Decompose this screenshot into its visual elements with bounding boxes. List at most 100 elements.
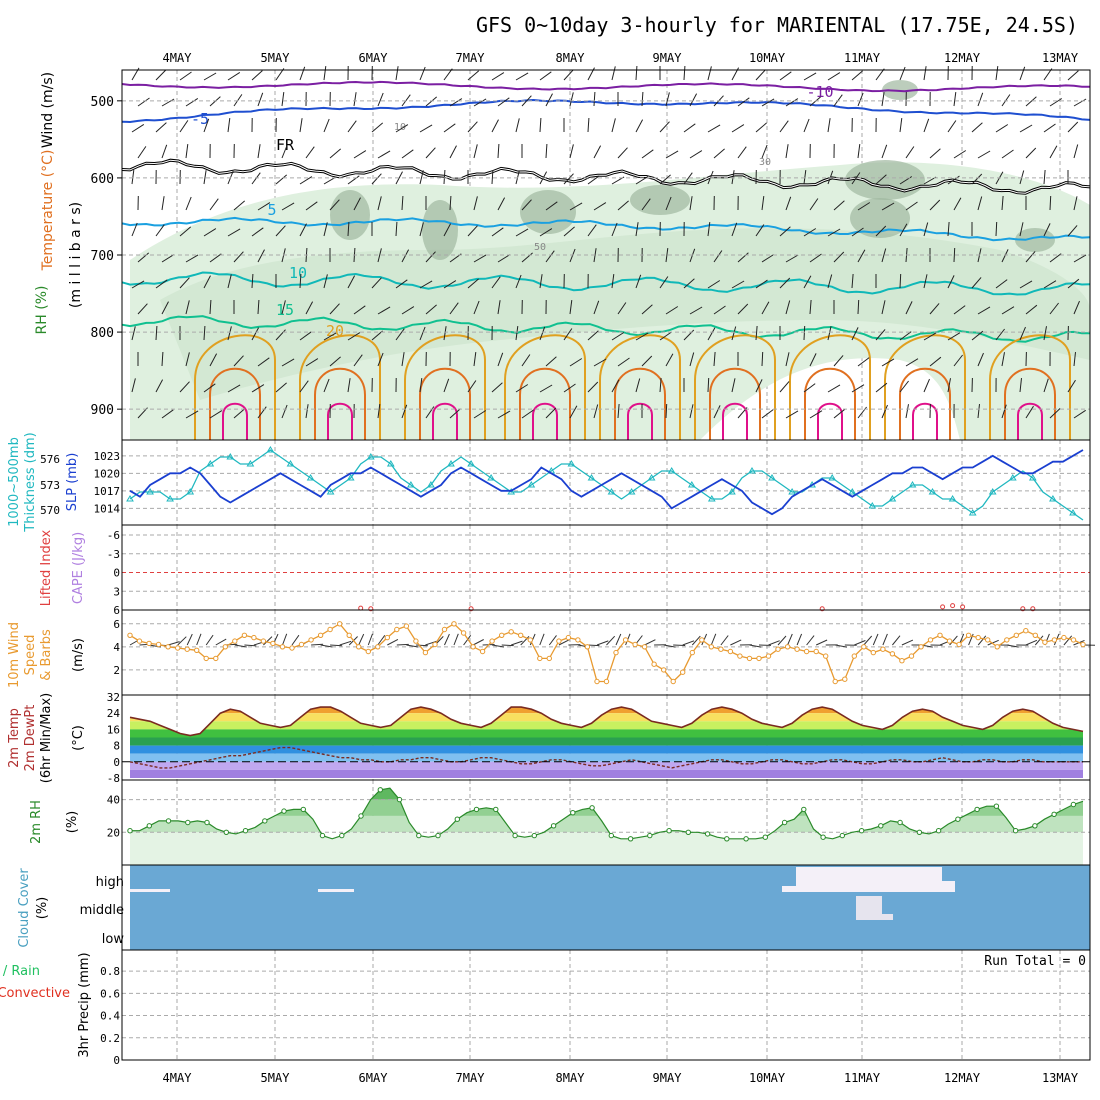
wind-barb (611, 274, 615, 289)
wind10m-point (870, 649, 876, 656)
cloud-ylabel: Cloud Cover (17, 868, 32, 948)
wind-barb (851, 384, 865, 393)
wind-barb (785, 254, 799, 263)
wind-barb (905, 146, 915, 159)
rh2m-point (993, 803, 1000, 809)
wind-barb (419, 124, 433, 133)
wind-barb (611, 66, 616, 81)
thickness-marker (587, 474, 596, 481)
rh2m-point (666, 828, 672, 834)
wind-barb (587, 224, 597, 237)
wind-barb (281, 404, 288, 419)
wind-barb (1073, 254, 1087, 263)
wind-barb (947, 120, 957, 133)
wind-barb (899, 118, 903, 133)
wind-barb (827, 384, 841, 393)
contour-20-loop (504, 334, 586, 440)
wind-barb (761, 301, 770, 315)
wind-barb (491, 169, 494, 185)
li-point (1020, 606, 1026, 612)
wind-barb (641, 198, 651, 211)
contour-label: 50 (534, 242, 546, 253)
wind-barb (881, 358, 895, 367)
contour-30-loop (1017, 402, 1043, 440)
wind-barb (227, 71, 241, 81)
wind-barb (281, 144, 288, 159)
wind-barb (401, 149, 414, 159)
wind-barb (299, 176, 313, 185)
chart-layers: 4MAY 4MAY 5MAY 5MAY 6MAY 6MAY 7MAY 7MAY 8MAY 8MAY… (0, 51, 1096, 1085)
contour-label: 10 (289, 264, 307, 282)
wind-barb (419, 66, 426, 81)
wind10m-point (632, 641, 638, 648)
wind-barb (395, 66, 399, 81)
wind-barb (1049, 98, 1063, 107)
wind10m-point (289, 645, 295, 651)
wind-barb (545, 250, 555, 263)
wind-barb (521, 409, 534, 419)
wind-barb (731, 124, 745, 133)
wind-barb (161, 98, 175, 107)
temp2m-ylabel: 2m DewPt (23, 705, 38, 772)
wind-barb (857, 92, 864, 107)
wind10m-point (937, 632, 943, 638)
wind10m-point (680, 669, 686, 675)
wind-barb (947, 175, 960, 185)
wind10m-point (908, 653, 915, 659)
wind-barb (971, 277, 982, 289)
wind-barb (155, 122, 167, 133)
wind10m-point (479, 648, 486, 655)
temp-band (130, 745, 1083, 754)
wind10m-point (203, 655, 209, 662)
wind-barb (641, 355, 653, 367)
wind-barb (851, 70, 863, 81)
wind10m-ylabel: 10m Wind (7, 622, 22, 688)
wind-barb (611, 379, 620, 393)
wind-barb (785, 300, 791, 315)
wind-barb (923, 66, 927, 81)
wind10m-point (375, 644, 381, 650)
rh2m-point (647, 832, 653, 839)
wind-barb (761, 254, 775, 263)
cloud-high-patch (130, 889, 170, 892)
wind-barb (395, 328, 405, 341)
wind-barb (137, 252, 150, 263)
wind10m-barb (415, 644, 428, 647)
wind-barb (539, 228, 553, 237)
thickness-marker (828, 474, 837, 481)
wind-barb (689, 306, 703, 315)
wind-barb (161, 409, 174, 419)
wind10m-barb (777, 635, 787, 646)
temp-tick-label: -8 (107, 772, 120, 785)
wind10m-barb (615, 633, 622, 646)
wind-barb (731, 222, 738, 237)
wind-barb (179, 226, 192, 237)
wind-barb (689, 150, 703, 159)
wind-barb (659, 121, 670, 133)
wind10m-point (861, 644, 867, 650)
wind-barb (227, 228, 241, 237)
wind-barb (737, 303, 749, 315)
wind-barb (137, 97, 150, 107)
wind-barb (593, 358, 607, 367)
ytick-label: 600 (91, 172, 114, 187)
wind-barb (425, 147, 436, 159)
wind-barb (377, 352, 384, 367)
wind-barb (803, 275, 812, 289)
wind10m-point (136, 638, 143, 644)
wind10m-barb (987, 639, 999, 646)
rh2m-point (1032, 823, 1038, 829)
wind-barb (899, 331, 912, 341)
wind10m-barb (1063, 635, 1073, 646)
wind-barb (371, 122, 384, 133)
wind-barb (977, 150, 991, 159)
wind-barb (971, 122, 983, 133)
wind-barb (467, 380, 477, 393)
wind-barb (755, 69, 766, 81)
wind-barb (611, 222, 618, 237)
wind-barb (275, 225, 286, 237)
contour-25-loop (314, 367, 366, 440)
wind-barb (377, 92, 384, 107)
wind-barb (1025, 251, 1036, 263)
